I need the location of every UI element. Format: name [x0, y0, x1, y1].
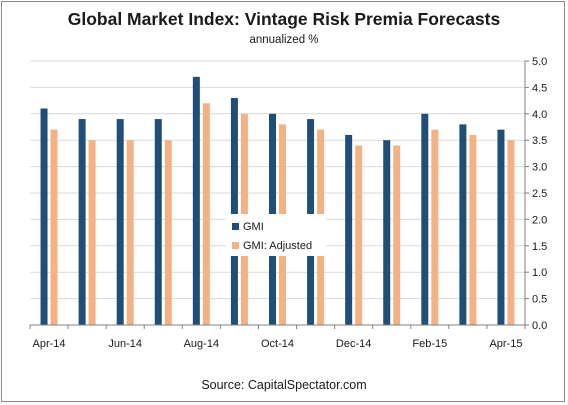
bar-gmi [192, 76, 200, 325]
y-tick-label: 3.0 [532, 162, 547, 174]
bar-gmi [345, 134, 353, 325]
bar-gmi-adjusted [431, 129, 439, 325]
bar-gmi [116, 119, 124, 325]
bar-gmi-adjusted [469, 134, 477, 325]
x-tick-label: Oct-14 [261, 338, 294, 350]
bar-gmi [497, 129, 505, 325]
legend-label-gmi-adjusted: GMI: Adjusted [243, 239, 313, 252]
bar-gmi [230, 97, 238, 326]
bar-gmi-adjusted [393, 145, 401, 325]
bar-gmi [383, 140, 391, 325]
bar-gmi-adjusted [88, 140, 96, 325]
y-tick-label: 2.0 [532, 214, 547, 226]
bar-gmi-adjusted [355, 145, 363, 325]
chart-legend: GMI GMI: Adjusted [226, 214, 326, 256]
bar-gmi-adjusted [164, 140, 172, 325]
bar-gmi [154, 119, 162, 325]
bar-gmi [78, 119, 86, 325]
bar-gmi-adjusted [126, 140, 134, 325]
y-tick-label: 5.0 [532, 56, 547, 68]
y-tick-label: 4.0 [532, 109, 547, 121]
x-tick-label: Aug-14 [184, 338, 219, 350]
x-tick-label: Apr-14 [33, 338, 66, 350]
chart-title: Global Market Index: Vintage Risk Premia… [67, 9, 501, 29]
legend-label-gmi: GMI [243, 220, 264, 233]
bar-gmi [40, 108, 48, 326]
x-tick-label: Dec-14 [336, 338, 371, 350]
legend-swatch-gmi [232, 223, 239, 230]
bar-gmi [459, 124, 467, 325]
x-tick-labels: Apr-14 Jun-14 Aug-14 Oct-14 Dec-14 Feb-15 Apr-… [33, 338, 523, 350]
x-tick-label: Apr-15 [489, 338, 522, 350]
bar-gmi-adjusted [202, 103, 210, 326]
bar-gmi-adjusted [507, 140, 515, 325]
chart-source: Source: CapitalSpectator.com [201, 378, 367, 392]
y-tick-label: 0.5 [532, 294, 547, 306]
bar-gmi [421, 113, 429, 325]
y-tick-label: 3.5 [532, 135, 547, 147]
axes [29, 60, 529, 329]
y-tick-label: 1.5 [532, 241, 547, 253]
gridlines [30, 60, 525, 300]
chart-subtitle: annualized % [249, 34, 319, 46]
x-tick-label: Feb-15 [412, 338, 447, 350]
y-tick-label: 2.5 [532, 188, 547, 200]
bar-gmi-adjusted [50, 129, 58, 325]
x-tick-label: Jun-14 [108, 338, 142, 350]
y-tick-labels: 0.0 0.5 1.0 1.5 2.0 2.5 3.0 3.5 4.0 4.5 5.0 [532, 56, 547, 332]
y-tick-label: 4.5 [532, 82, 547, 94]
legend-item-gmi-adjusted: GMI: Adjusted [232, 236, 322, 255]
y-tick-label: 0.0 [532, 320, 547, 332]
y-tick-label: 1.0 [532, 267, 547, 279]
legend-swatch-gmi-adjusted [232, 242, 239, 249]
legend-item-gmi: GMI [232, 217, 322, 236]
